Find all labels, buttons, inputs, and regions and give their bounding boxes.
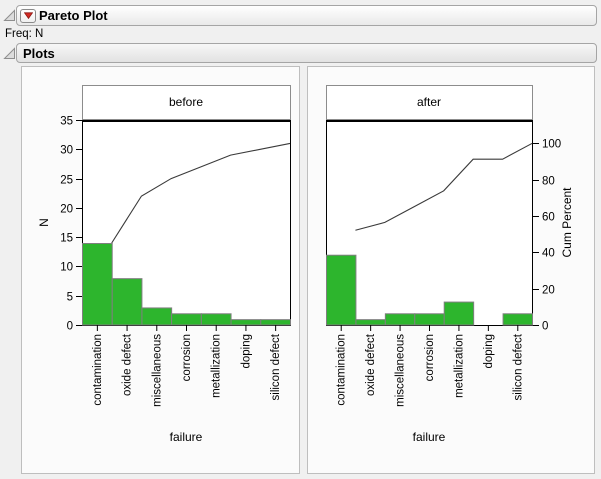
category-label: silicon defect xyxy=(270,333,282,400)
y-tick-label: 20 xyxy=(60,204,73,216)
plots-title-bar[interactable]: Plots xyxy=(16,43,597,63)
group-label: before xyxy=(169,95,203,109)
disclosure-triangle-icon[interactable] xyxy=(3,9,16,22)
y2-tick-label: 100 xyxy=(542,139,561,151)
pareto-bar-doping[interactable] xyxy=(230,319,262,326)
category-label: oxide defect xyxy=(365,333,377,396)
section-title: Plots xyxy=(23,45,55,61)
y2-tick-label: 0 xyxy=(542,321,548,333)
y2-axis-title: Cum Percent xyxy=(560,187,574,258)
pareto-bar-oxide-defect[interactable] xyxy=(355,319,386,326)
y-tick-label: 10 xyxy=(60,262,73,274)
y-tick-label: 15 xyxy=(60,233,73,245)
x-axis-title: failure xyxy=(413,430,446,444)
y-tick-label: 5 xyxy=(67,292,73,304)
pareto-bar-metallization[interactable] xyxy=(443,301,475,326)
category-label: miscellaneous xyxy=(395,334,407,407)
pareto-bar-silicon-defect[interactable] xyxy=(260,319,292,326)
y-axis-title: N xyxy=(37,218,51,227)
category-label: corrosion xyxy=(181,334,193,381)
category-label: miscellaneous xyxy=(151,334,163,407)
category-label: corrosion xyxy=(424,334,436,381)
category-label: doping xyxy=(240,334,252,369)
pareto-bar-silicon-defect[interactable] xyxy=(502,313,533,326)
category-label: metallization xyxy=(211,334,223,398)
pareto-bar-corrosion[interactable] xyxy=(171,313,202,326)
pareto-chart-after: after 0 20 40 60 80 100 Cum Percent contaminatio… xyxy=(326,85,574,444)
chart-panel-after: after 0 20 40 60 80 100 Cum Percent contaminatio… xyxy=(307,66,595,474)
y2-tick-label: 40 xyxy=(542,248,555,260)
freq-label: Freq: N xyxy=(5,28,44,40)
pareto-bar-metallization[interactable] xyxy=(200,313,232,326)
pareto-bar-oxide-defect[interactable] xyxy=(111,278,143,326)
y2-tick-label: 20 xyxy=(542,285,555,297)
group-label: after xyxy=(417,95,441,109)
red-triangle-menu-button[interactable] xyxy=(20,8,36,23)
pareto-bar-miscellaneous[interactable] xyxy=(141,307,173,326)
pareto-bar-contamination[interactable] xyxy=(326,254,357,326)
cumulative-percent-line xyxy=(111,142,291,244)
pareto-bar-contamination[interactable] xyxy=(82,243,113,326)
y-tick-label: 35 xyxy=(60,116,73,128)
y2-tick-label: 60 xyxy=(542,212,555,224)
y-tick-label: 30 xyxy=(60,145,73,157)
category-label: silicon defect xyxy=(512,333,524,400)
pareto-plot-title-bar[interactable]: Pareto Plot xyxy=(16,5,597,26)
group-header-box xyxy=(326,85,533,120)
disclosure-triangle-plots-icon[interactable] xyxy=(3,47,16,60)
cumulative-percent-line xyxy=(355,142,533,231)
category-label: oxide defect xyxy=(122,333,134,396)
pareto-bar-corrosion[interactable] xyxy=(414,313,445,326)
y-tick-label: 0 xyxy=(67,321,73,333)
y2-tick-label: 80 xyxy=(542,176,555,188)
category-label: doping xyxy=(483,334,495,369)
plot-frame xyxy=(326,120,533,326)
y-tick-label: 25 xyxy=(60,175,73,187)
report-title: Pareto Plot xyxy=(39,8,108,23)
pareto-bar-miscellaneous[interactable] xyxy=(384,313,416,326)
group-header-box xyxy=(82,85,291,120)
x-axis-title: failure xyxy=(170,430,203,444)
category-label: contamination xyxy=(92,334,104,406)
red-triangle-icon xyxy=(23,12,33,19)
category-label: metallization xyxy=(453,334,465,398)
category-label: contamination xyxy=(336,334,348,406)
